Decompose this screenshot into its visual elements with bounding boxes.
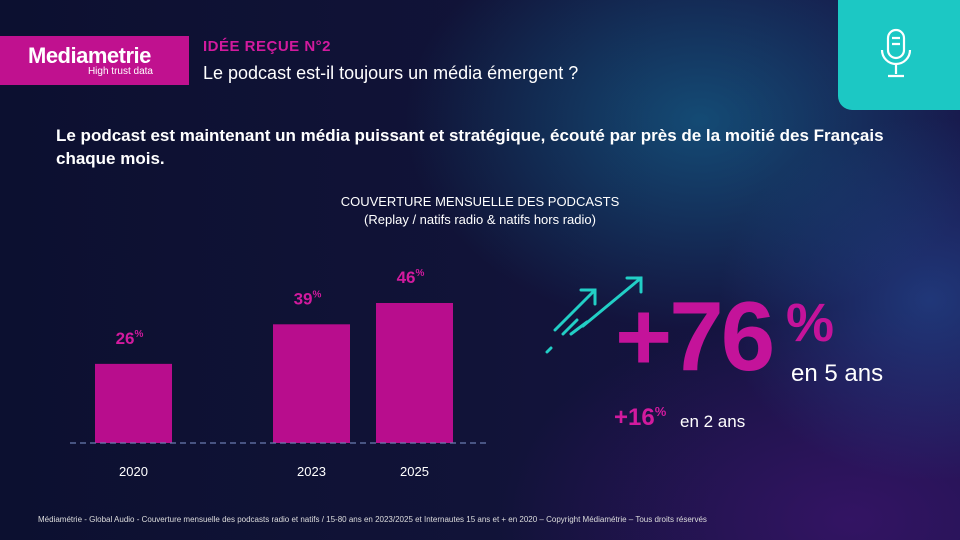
microphone-icon — [880, 28, 912, 78]
x-tick-label: 2020 — [119, 464, 148, 479]
footer-source: Médiamétrie - Global Audio - Couverture … — [38, 515, 707, 524]
big-growth-value: +76 — [615, 281, 775, 391]
bar-2025 — [376, 303, 453, 443]
mediametrie-logo: Mediametrie High trust data — [0, 36, 189, 85]
chart-title: COUVERTURE MENSUELLE DES PODCASTS — [340, 194, 620, 209]
data-label: 46% — [397, 268, 425, 287]
headline: Le podcast est maintenant un média puiss… — [56, 126, 884, 168]
data-label: 39% — [294, 289, 322, 308]
data-label: 26% — [116, 329, 144, 348]
small-growth-value: +16 — [614, 404, 655, 431]
logo-name: Mediametrie — [28, 43, 151, 68]
chart-subtitle: (Replay / natifs radio & natifs hors rad… — [364, 212, 596, 227]
x-tick-label: 2025 — [400, 464, 429, 479]
bar-2023 — [273, 324, 350, 443]
big-growth-unit: % — [786, 293, 835, 353]
microphone-badge — [838, 0, 960, 110]
big-growth-caption: en 5 ans — [791, 360, 884, 387]
chart-title-block: COUVERTURE MENSUELLE DES PODCASTS (Repla… — [280, 193, 680, 229]
rising-arrows-icon — [545, 276, 643, 354]
page-title: Le podcast est-il toujours un média émer… — [203, 63, 579, 83]
small-growth: +16% — [614, 404, 666, 432]
small-growth-unit: % — [654, 404, 667, 419]
bar-2020 — [95, 363, 172, 443]
logo-tagline: High trust data — [87, 66, 153, 77]
bar-chart: 26% 2020 39% 2023 46% 2025 — [70, 268, 490, 479]
kicker: IDÉE REÇUE N°2 — [203, 38, 332, 55]
x-tick-label: 2023 — [297, 464, 326, 479]
small-growth-caption: en 2 ans — [680, 412, 746, 431]
